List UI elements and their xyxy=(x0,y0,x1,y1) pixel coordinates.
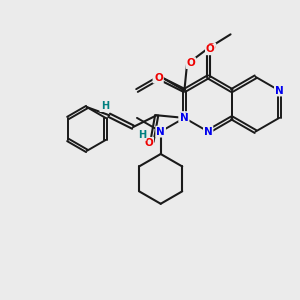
Text: N: N xyxy=(275,85,284,95)
Text: O: O xyxy=(206,44,214,55)
Text: O: O xyxy=(145,138,153,148)
Text: N: N xyxy=(179,112,188,122)
Text: N: N xyxy=(204,127,212,136)
Text: H: H xyxy=(138,130,146,140)
Text: O: O xyxy=(207,44,215,53)
Text: N: N xyxy=(275,85,284,95)
Text: N: N xyxy=(180,113,189,123)
Text: O: O xyxy=(153,73,162,83)
Text: N: N xyxy=(156,127,165,136)
Text: N: N xyxy=(204,127,212,136)
Text: O: O xyxy=(187,58,195,68)
Text: H: H xyxy=(100,101,108,111)
Text: H: H xyxy=(138,131,146,141)
Text: N: N xyxy=(156,127,165,136)
Text: O: O xyxy=(144,139,152,148)
Text: O: O xyxy=(154,73,163,83)
Text: O: O xyxy=(187,58,195,68)
Text: H: H xyxy=(101,101,109,111)
